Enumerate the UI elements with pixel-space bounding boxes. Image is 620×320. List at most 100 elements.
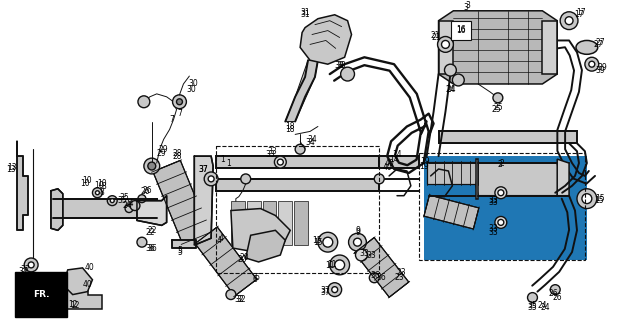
Text: 27: 27 <box>596 38 606 47</box>
Text: 24: 24 <box>541 303 550 312</box>
Text: 6: 6 <box>252 275 257 284</box>
Circle shape <box>495 187 507 199</box>
Text: 33: 33 <box>488 196 498 205</box>
Text: 7: 7 <box>177 109 182 118</box>
Polygon shape <box>216 179 379 191</box>
Bar <box>451 21 471 40</box>
Circle shape <box>208 176 214 182</box>
Text: 14: 14 <box>392 150 402 159</box>
Text: 24: 24 <box>124 199 134 208</box>
Text: 26: 26 <box>142 186 152 195</box>
Circle shape <box>589 61 595 67</box>
Text: 36: 36 <box>376 273 386 282</box>
Text: 31: 31 <box>300 10 310 19</box>
Bar <box>216 146 379 273</box>
Text: 13: 13 <box>7 164 16 173</box>
Circle shape <box>277 159 283 165</box>
Polygon shape <box>278 201 292 245</box>
Circle shape <box>107 196 117 205</box>
Text: 16: 16 <box>456 25 466 34</box>
Text: 37: 37 <box>198 164 208 173</box>
Text: 9: 9 <box>355 226 360 235</box>
Circle shape <box>560 12 578 29</box>
Circle shape <box>144 158 160 174</box>
Text: 16: 16 <box>456 26 466 35</box>
Circle shape <box>585 57 599 71</box>
Text: 19: 19 <box>420 156 430 165</box>
Circle shape <box>323 237 333 247</box>
Text: 25: 25 <box>493 103 503 112</box>
Polygon shape <box>355 237 409 297</box>
Text: 33: 33 <box>488 228 498 237</box>
Text: 40: 40 <box>82 280 92 289</box>
Text: 24: 24 <box>446 85 456 94</box>
Circle shape <box>495 216 507 228</box>
Text: 17: 17 <box>574 10 584 19</box>
Circle shape <box>355 249 368 261</box>
Circle shape <box>335 260 345 270</box>
Polygon shape <box>195 227 257 296</box>
Text: 26: 26 <box>549 289 558 298</box>
Polygon shape <box>285 60 318 122</box>
Polygon shape <box>231 209 290 252</box>
Circle shape <box>340 67 355 81</box>
Circle shape <box>125 204 133 212</box>
Circle shape <box>28 262 34 268</box>
Text: 3: 3 <box>464 3 469 12</box>
Circle shape <box>295 144 305 154</box>
Text: 15: 15 <box>595 194 604 203</box>
Text: 37: 37 <box>20 265 30 274</box>
Circle shape <box>445 64 456 76</box>
Text: 33: 33 <box>360 249 370 258</box>
Circle shape <box>528 292 538 302</box>
Text: 15: 15 <box>313 238 323 247</box>
Text: 40: 40 <box>383 163 392 172</box>
Text: 13: 13 <box>7 163 17 172</box>
Text: 24: 24 <box>446 85 455 94</box>
Polygon shape <box>231 201 245 245</box>
Circle shape <box>24 258 38 272</box>
Text: 35: 35 <box>117 196 127 205</box>
Text: 23: 23 <box>394 273 404 282</box>
Circle shape <box>318 232 338 252</box>
Polygon shape <box>438 11 557 84</box>
Polygon shape <box>216 156 379 168</box>
Text: 35: 35 <box>528 301 538 310</box>
Text: 39: 39 <box>598 63 608 72</box>
Text: 40: 40 <box>84 263 94 272</box>
Circle shape <box>551 285 560 295</box>
Circle shape <box>370 273 379 283</box>
Circle shape <box>498 190 504 196</box>
Text: 8: 8 <box>100 188 105 197</box>
Circle shape <box>353 238 361 246</box>
Circle shape <box>92 188 102 198</box>
Text: 17: 17 <box>576 8 586 17</box>
Polygon shape <box>51 189 63 230</box>
Text: 12: 12 <box>68 300 78 309</box>
Text: 9: 9 <box>355 228 360 237</box>
Text: 37: 37 <box>320 288 330 297</box>
Bar <box>423 156 587 260</box>
Polygon shape <box>294 201 308 245</box>
Text: 22: 22 <box>147 226 156 235</box>
Circle shape <box>374 174 384 184</box>
Text: 31: 31 <box>300 8 310 17</box>
Polygon shape <box>542 21 557 74</box>
Text: 1: 1 <box>226 159 231 168</box>
Circle shape <box>241 174 250 184</box>
Text: 29: 29 <box>157 149 167 158</box>
Polygon shape <box>194 156 213 245</box>
Text: 37: 37 <box>19 267 28 276</box>
Circle shape <box>441 40 450 48</box>
Text: 10: 10 <box>97 179 107 188</box>
Polygon shape <box>427 162 478 184</box>
Circle shape <box>493 93 503 103</box>
Text: 33: 33 <box>488 198 498 207</box>
Text: 30: 30 <box>187 85 196 94</box>
Circle shape <box>582 194 592 204</box>
Circle shape <box>453 74 464 86</box>
Polygon shape <box>379 156 419 168</box>
Circle shape <box>137 237 147 247</box>
Circle shape <box>565 17 573 25</box>
Text: 2: 2 <box>500 159 504 168</box>
